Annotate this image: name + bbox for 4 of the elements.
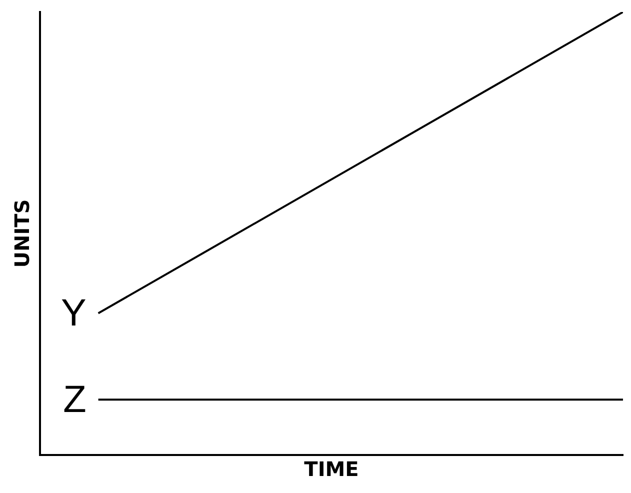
series-label: Z	[63, 379, 86, 422]
y-axis-title: UNITS	[10, 199, 34, 268]
series-label: Y	[60, 292, 86, 335]
x-axis-title: TIME	[304, 457, 359, 482]
